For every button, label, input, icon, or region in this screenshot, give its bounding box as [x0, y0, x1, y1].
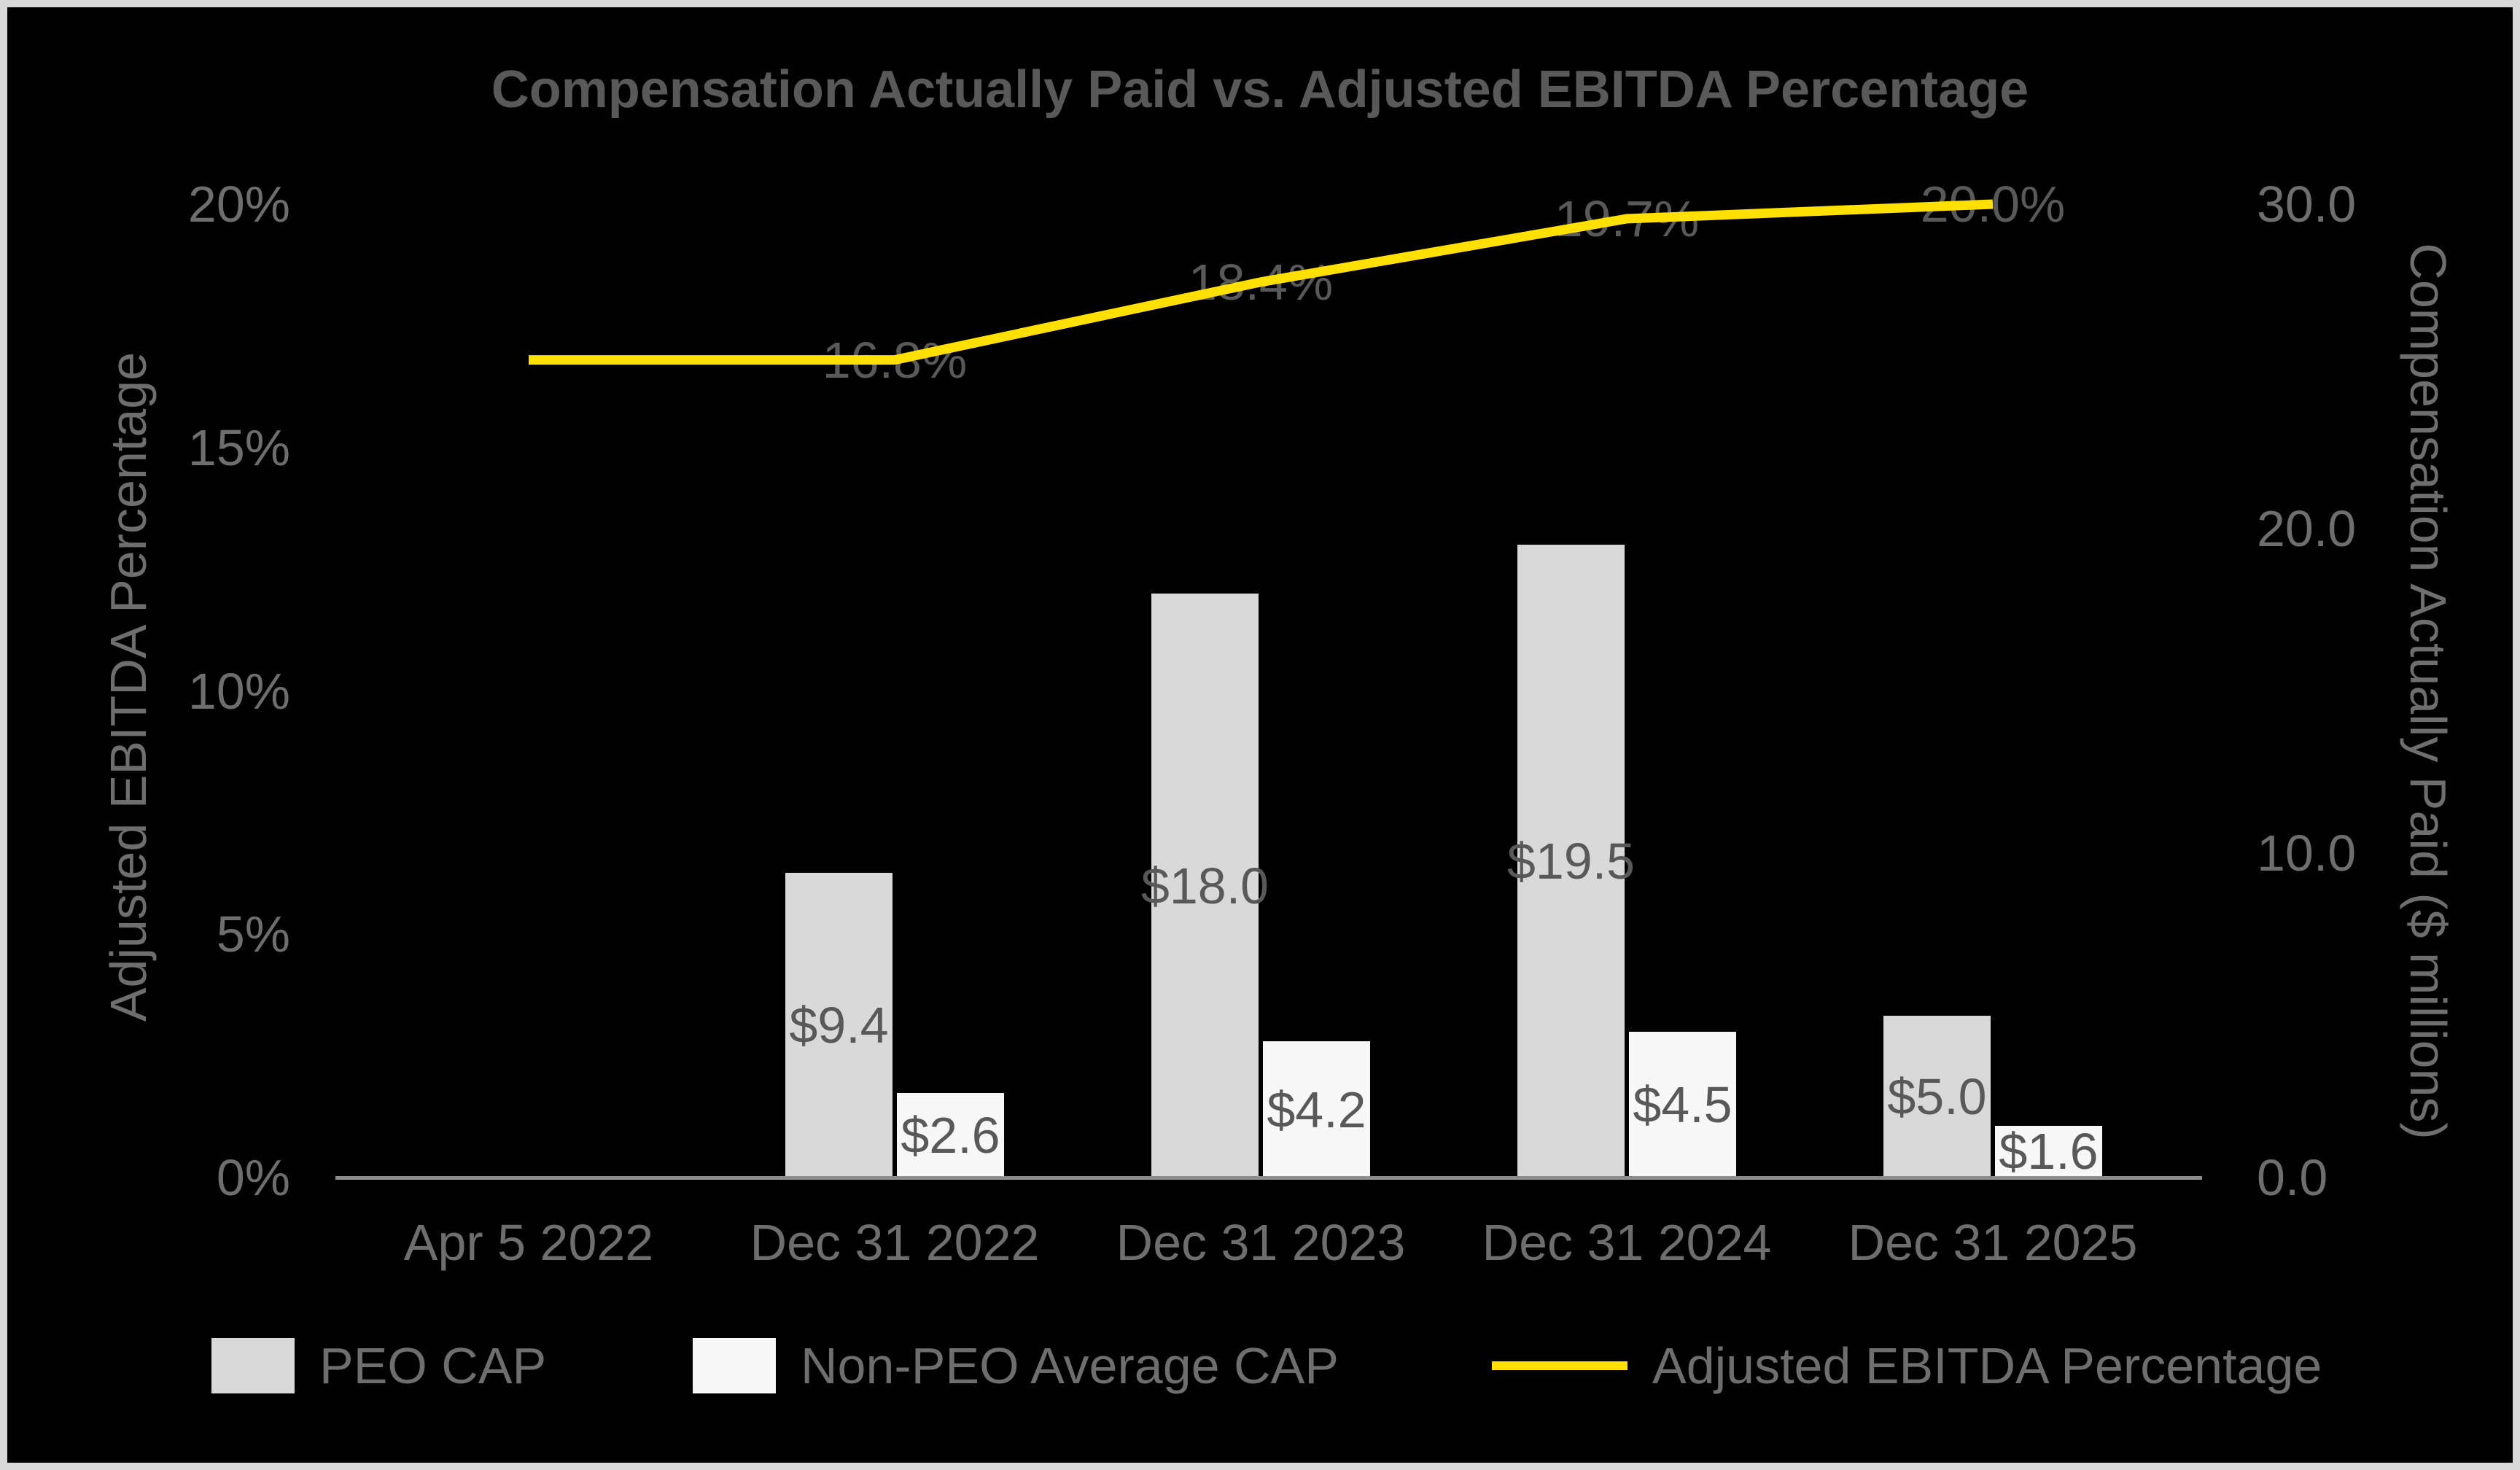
- right-axis-tick-label: 10.0: [2257, 825, 2357, 882]
- ebitda-line-label: 19.7%: [1554, 190, 1700, 248]
- legend-label-peo-cap: PEO CAP: [319, 1337, 547, 1394]
- x-axis-category-label: Dec 31 2025: [1848, 1214, 2138, 1271]
- right-axis-tick-label: 30.0: [2257, 176, 2357, 233]
- peo-cap-bar: [1883, 1015, 1991, 1178]
- left-axis-tick-label: 5%: [216, 906, 290, 963]
- peo-cap-bar: [1151, 594, 1259, 1178]
- ebitda-line-label: 18.4%: [1188, 253, 1334, 311]
- peo-cap-bar-label: $18.0: [1140, 857, 1269, 914]
- left-axis-tick-label: 20%: [187, 176, 290, 233]
- peo-cap-swatch: [211, 1338, 295, 1393]
- left-axis-tick-label: 0%: [216, 1149, 290, 1206]
- non-peo-cap-bar: [897, 1093, 1004, 1178]
- legend-item-peo-cap: PEO CAP: [211, 1337, 546, 1395]
- legend-item-non-peo-cap: Non-PEO Average CAP: [693, 1337, 1339, 1395]
- left-axis-tick-label: 15%: [187, 419, 290, 476]
- non-peo-cap-bar-label: $4.5: [1633, 1076, 1732, 1133]
- peo-cap-bar-label: $5.0: [1887, 1068, 1987, 1125]
- ebitda-line-swatch: [1492, 1361, 1628, 1370]
- x-axis-category-label: Apr 5 2022: [403, 1214, 654, 1271]
- non-peo-cap-bar: [1629, 1031, 1736, 1178]
- ebitda-line-label: 20.0%: [1920, 176, 2066, 233]
- non-peo-cap-bar: [1995, 1125, 2102, 1178]
- ebitda-line-label: 16.8%: [822, 331, 968, 389]
- non-peo-cap-bar-label: $1.6: [1999, 1123, 2099, 1181]
- legend-item-ebitda: Adjusted EBITDA Percentage: [1492, 1337, 2322, 1395]
- right-axis-title: Compensation Actually Paid ($ millions): [2400, 243, 2457, 1140]
- peo-cap-bar: [785, 872, 892, 1178]
- non-peo-cap-bar-label: $4.2: [1267, 1081, 1366, 1138]
- right-axis-tick-label: 0.0: [2257, 1149, 2328, 1206]
- non-peo-cap-bar-label: $2.6: [901, 1107, 1000, 1164]
- legend-label-ebitda: Adjusted EBITDA Percentage: [1652, 1337, 2322, 1394]
- non-peo-cap-bar: [1263, 1041, 1370, 1178]
- x-axis-category-label: Dec 31 2024: [1482, 1214, 1772, 1271]
- peo-cap-bar-label: $19.5: [1506, 833, 1636, 890]
- left-axis-tick-label: 10%: [187, 662, 290, 720]
- x-axis-category-label: Dec 31 2022: [750, 1214, 1040, 1271]
- non-peo-cap-swatch: [693, 1338, 776, 1393]
- x-axis-category-label: Dec 31 2023: [1116, 1214, 1406, 1271]
- right-axis-tick-label: 20.0: [2257, 500, 2357, 557]
- chart-title: Compensation Actually Paid vs. Adjusted …: [491, 61, 2029, 119]
- peo-cap-bar: [1517, 545, 1625, 1178]
- legend-label-non-peo-cap: Non-PEO Average CAP: [801, 1337, 1339, 1394]
- x-axis-line: [335, 1176, 2202, 1180]
- peo-cap-bar-label: $9.4: [789, 996, 889, 1054]
